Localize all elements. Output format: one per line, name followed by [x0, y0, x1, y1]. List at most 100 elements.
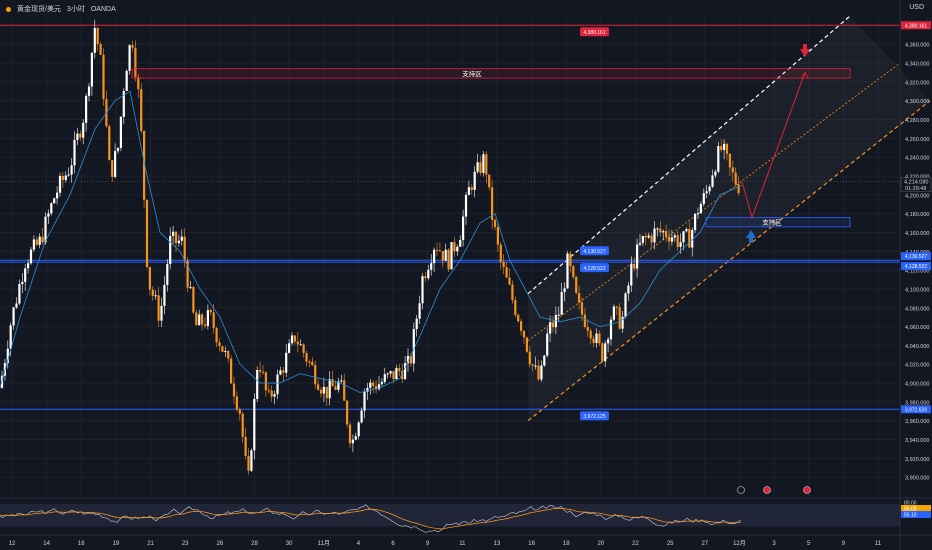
candle-body — [21, 281, 24, 285]
y-tick-label: 4,260.000 — [905, 137, 929, 143]
candle-body — [38, 236, 41, 245]
rsi-ma-line — [0, 507, 742, 530]
candle-body — [673, 235, 676, 238]
candle-body — [667, 236, 671, 242]
candle-body — [514, 300, 517, 315]
candle-body — [551, 322, 555, 328]
y-tick-label: 4,120.000 — [905, 269, 929, 275]
candle-body — [604, 343, 607, 362]
candle-body — [96, 28, 99, 45]
candle-body — [348, 424, 352, 444]
event-icon[interactable] — [803, 486, 811, 494]
candle-body — [499, 244, 502, 262]
candle-body — [261, 371, 265, 373]
candle-body — [346, 400, 349, 425]
projection-path[interactable] — [741, 44, 810, 243]
candle-body — [186, 260, 189, 288]
candle-body — [119, 116, 122, 148]
candle-body — [470, 187, 473, 190]
candle-body — [734, 172, 737, 185]
candle-body — [296, 341, 299, 345]
time-axis[interactable]: 12 14 16 19 21 23 26 28 30 11月 4 6 9 11 13 16 18 20 22 25 27… — [9, 486, 882, 548]
projection-line[interactable] — [741, 72, 806, 220]
candle-body — [111, 160, 114, 177]
candle-body — [363, 391, 366, 411]
candle-body — [47, 213, 50, 217]
down-arrow-icon — [800, 49, 810, 57]
candle-body — [563, 288, 566, 293]
candle-body — [488, 174, 491, 188]
symbol-legend[interactable]: 黄金现货/美元 3小时 OANDA — [6, 4, 116, 14]
candle-body — [58, 175, 62, 193]
horizontal-levels[interactable]: 4,380.161 4,130.527 4,128.522 3,972.125 — [0, 24, 900, 421]
candle-body — [656, 228, 659, 230]
candle-body — [282, 370, 285, 373]
price-axis[interactable]: 3,900.000 3,920.000 3,940.000 3,960.000 3,98… — [899, 0, 932, 550]
candle-body — [198, 314, 201, 326]
channel-middle-line[interactable] — [527, 62, 901, 342]
channel-lower-line[interactable] — [527, 100, 931, 422]
candle-body — [705, 191, 708, 194]
candle-body — [404, 363, 407, 380]
candle-body — [476, 162, 479, 172]
candle-body — [128, 45, 131, 71]
y-tick-label: 3,940.000 — [905, 438, 929, 444]
candle-body — [180, 236, 183, 241]
candle-body — [392, 371, 395, 380]
candle-body — [601, 343, 604, 362]
candle-body — [50, 203, 53, 214]
x-tick-label: 26 — [216, 541, 223, 547]
support-zone-label: 支持区 — [762, 218, 782, 227]
y-tick-label: 4,060.000 — [905, 325, 929, 331]
support-zone[interactable] — [705, 217, 851, 228]
projection-arrowhead — [801, 71, 809, 78]
candle-body — [116, 147, 120, 152]
candle-body — [114, 151, 117, 177]
candle-body — [578, 293, 581, 303]
candle-body — [253, 398, 256, 451]
candle-body — [369, 382, 372, 388]
y-tick-label: 3,920.000 — [905, 457, 929, 463]
candle-body — [221, 346, 224, 352]
support-lower-tag-label: 4,128.522 — [583, 266, 605, 272]
candle-body — [728, 153, 731, 168]
resistance-zone[interactable] — [131, 68, 851, 79]
candle-body — [511, 284, 514, 301]
x-tick-label: 22 — [632, 541, 639, 547]
event-icon[interactable] — [763, 486, 771, 494]
candle-body — [337, 381, 340, 390]
rsi-value-label: 55.10 — [904, 513, 917, 519]
axis-level-label: 4,130.527 — [905, 254, 927, 260]
candle-body — [708, 186, 711, 192]
support-upper-tag-label: 4,130.527 — [583, 249, 605, 255]
moving-average-line — [0, 90, 743, 393]
candle-body — [85, 95, 88, 123]
candle-body — [427, 269, 430, 279]
candle-body — [319, 389, 323, 394]
candle-body — [401, 371, 404, 380]
candle-body — [108, 126, 111, 161]
event-icon[interactable] — [737, 486, 745, 494]
candle-body — [557, 314, 560, 316]
y-tick-label: 4,180.000 — [905, 212, 929, 218]
candle-body — [444, 249, 447, 261]
current-price-value: 4,214.080 — [904, 180, 928, 186]
current-price-tag — [900, 177, 932, 192]
y-tick-label: 4,360.000 — [905, 43, 929, 49]
candle-body — [82, 122, 85, 138]
y-tick-label: 4,340.000 — [905, 62, 929, 68]
candle-body — [415, 318, 418, 330]
axis-level-tag — [901, 21, 931, 30]
candle-body — [203, 324, 207, 326]
candle-body — [462, 216, 465, 240]
x-tick-label: 14 — [43, 541, 50, 547]
candle-body — [627, 285, 630, 294]
x-tick-label: 13 — [494, 541, 501, 547]
x-tick-label: 5 — [807, 541, 811, 547]
candle-body — [145, 199, 149, 267]
candle-body — [70, 165, 73, 175]
candle-body — [314, 365, 317, 385]
